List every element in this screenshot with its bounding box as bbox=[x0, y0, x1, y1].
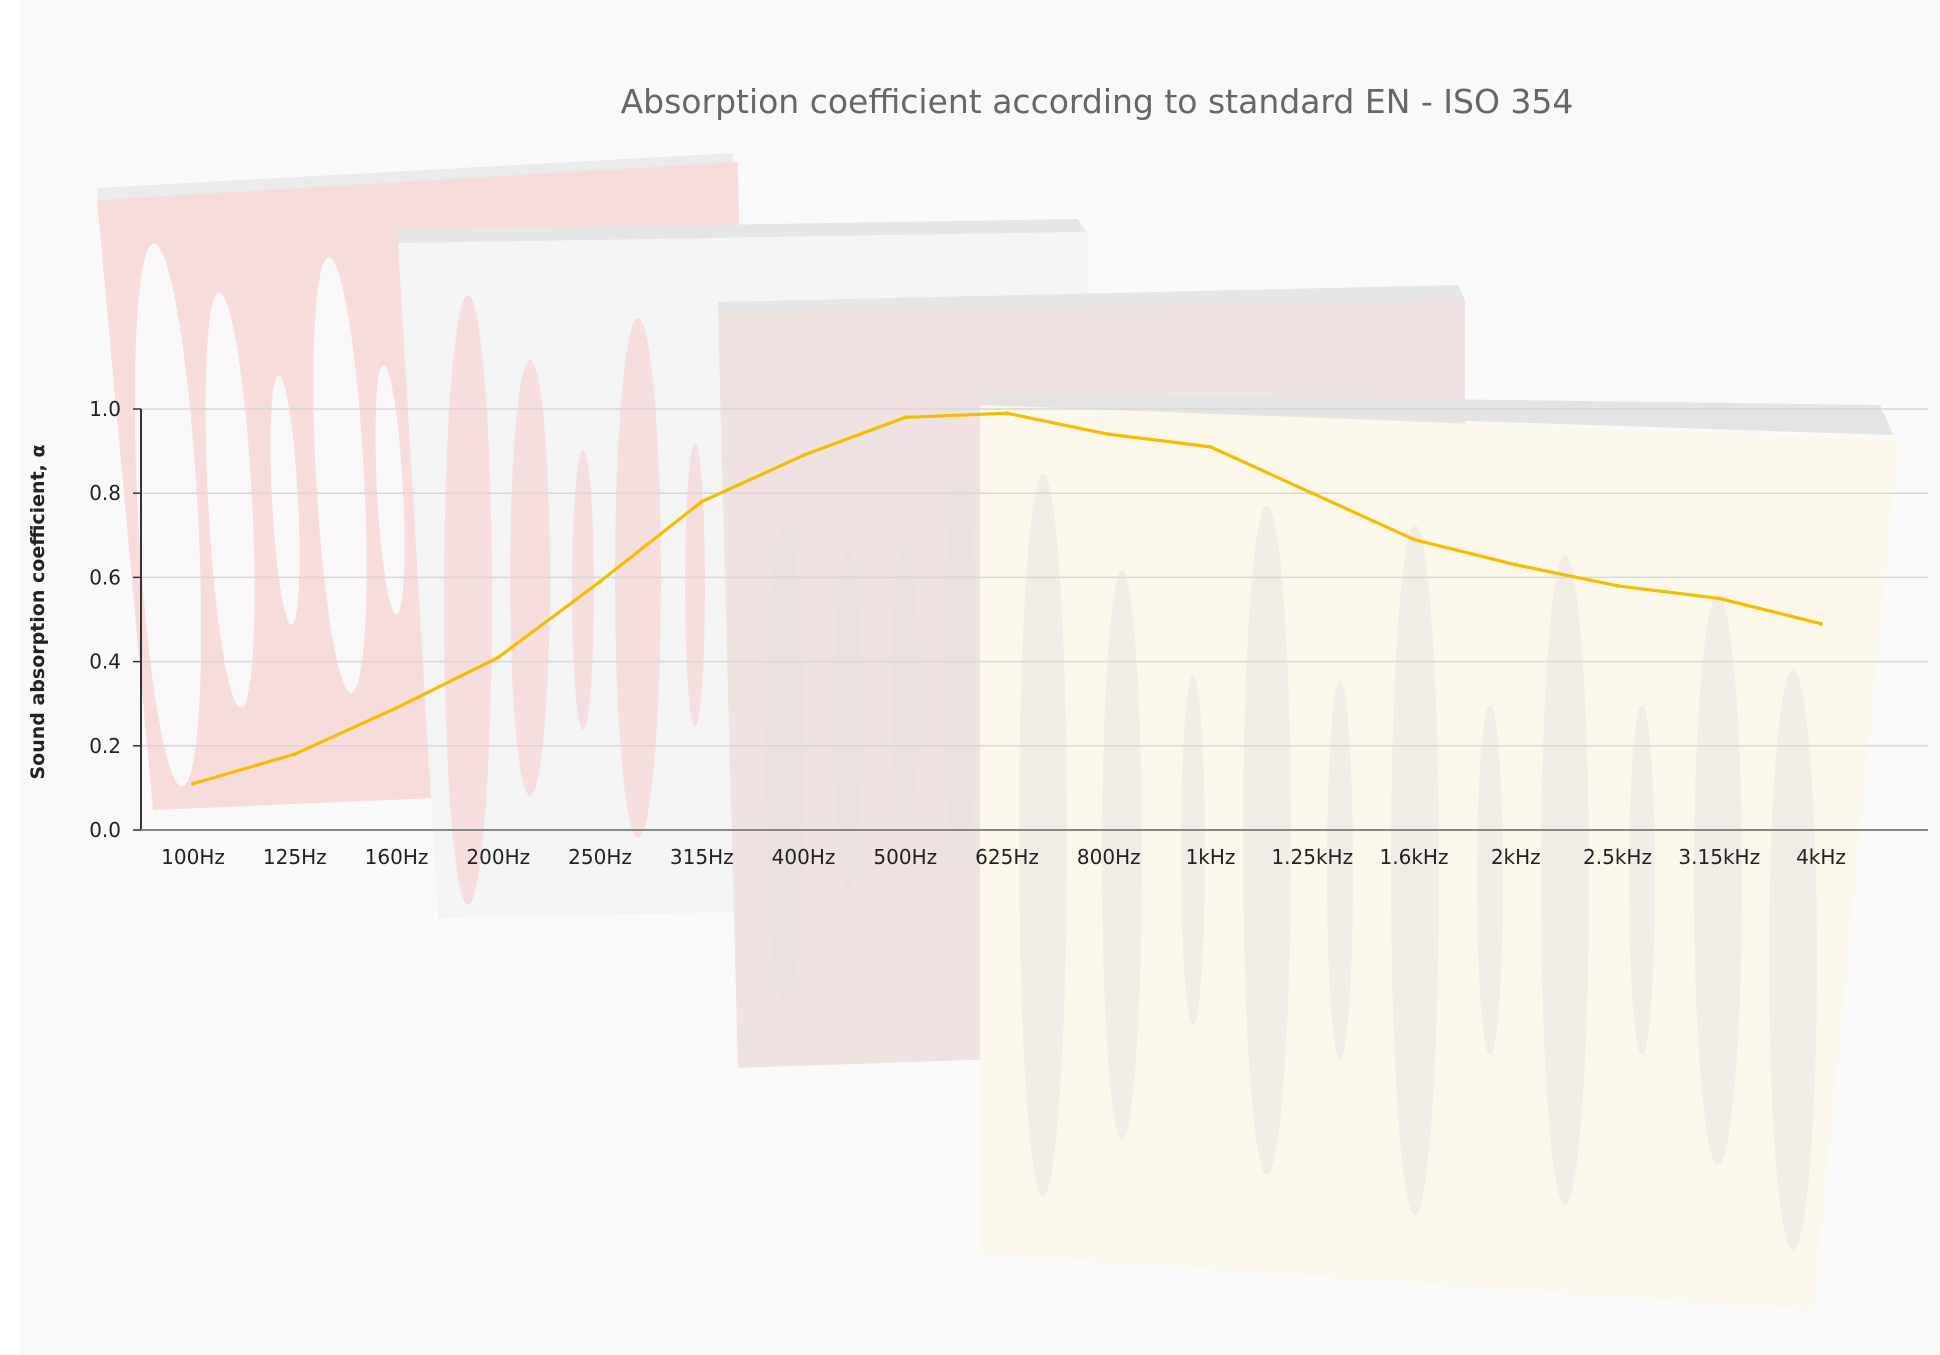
cream-panel-image bbox=[980, 393, 1898, 1310]
data-point bbox=[1615, 583, 1620, 588]
x-tick-label: 1.6kHz bbox=[1380, 845, 1449, 869]
y-tick-label: 0.4 bbox=[89, 650, 121, 674]
series-layer bbox=[191, 411, 1823, 786]
data-point bbox=[1106, 432, 1111, 437]
x-tick-label: 250Hz bbox=[568, 845, 632, 869]
y-tick-label: 0.0 bbox=[89, 818, 121, 842]
background-panels bbox=[97, 153, 1898, 1310]
x-tick-label: 1.25kHz bbox=[1271, 845, 1353, 869]
data-point bbox=[1208, 444, 1213, 449]
x-tick-label: 200Hz bbox=[466, 845, 530, 869]
axes bbox=[140, 409, 1928, 831]
y-tick-labels: 0.0 0.2 0.4 0.6 0.8 1.0 bbox=[89, 397, 121, 842]
data-point bbox=[1310, 491, 1315, 496]
data-point bbox=[394, 705, 399, 710]
x-tick-label: 800Hz bbox=[1077, 845, 1141, 869]
data-point bbox=[191, 781, 195, 786]
data-point bbox=[903, 415, 908, 420]
data-point bbox=[801, 453, 806, 458]
x-tick-label: 500Hz bbox=[873, 845, 937, 869]
data-point bbox=[292, 752, 297, 757]
x-tick-label: 625Hz bbox=[975, 845, 1039, 869]
x-tick-labels: 100Hz 125Hz 160Hz 200Hz 250Hz 315Hz 400Hz 500Hz… bbox=[161, 845, 1846, 869]
y-tick-label: 1.0 bbox=[89, 397, 121, 421]
y-tick-label: 0.6 bbox=[89, 565, 121, 589]
data-point bbox=[699, 499, 704, 504]
chart-title: Absorption coefficient according to stan… bbox=[621, 82, 1574, 121]
x-tick-label: 4kHz bbox=[1796, 845, 1846, 869]
data-point bbox=[1819, 621, 1823, 626]
y-tick-label: 0.2 bbox=[89, 734, 121, 758]
x-tick-label: 125Hz bbox=[263, 845, 327, 869]
x-tick-label: 1kHz bbox=[1186, 845, 1236, 869]
x-tick-label: 400Hz bbox=[772, 845, 836, 869]
data-point bbox=[1412, 537, 1416, 542]
x-tick-label: 2kHz bbox=[1491, 845, 1541, 869]
data-point bbox=[496, 655, 501, 660]
x-tick-label: 160Hz bbox=[365, 845, 429, 869]
gridlines bbox=[133, 408, 1928, 831]
y-axis-title: Sound absorption coefficient, α bbox=[27, 444, 49, 779]
data-point bbox=[598, 579, 602, 584]
data-point bbox=[1513, 562, 1518, 567]
data-point bbox=[1717, 596, 1722, 601]
x-tick-label: 3.15kHz bbox=[1678, 845, 1760, 869]
x-tick-label: 2.5kHz bbox=[1583, 845, 1652, 869]
x-tick-label: 100Hz bbox=[161, 845, 225, 869]
data-point bbox=[1005, 411, 1009, 416]
x-tick-label: 315Hz bbox=[670, 845, 734, 869]
y-tick-label: 0.8 bbox=[89, 481, 121, 505]
